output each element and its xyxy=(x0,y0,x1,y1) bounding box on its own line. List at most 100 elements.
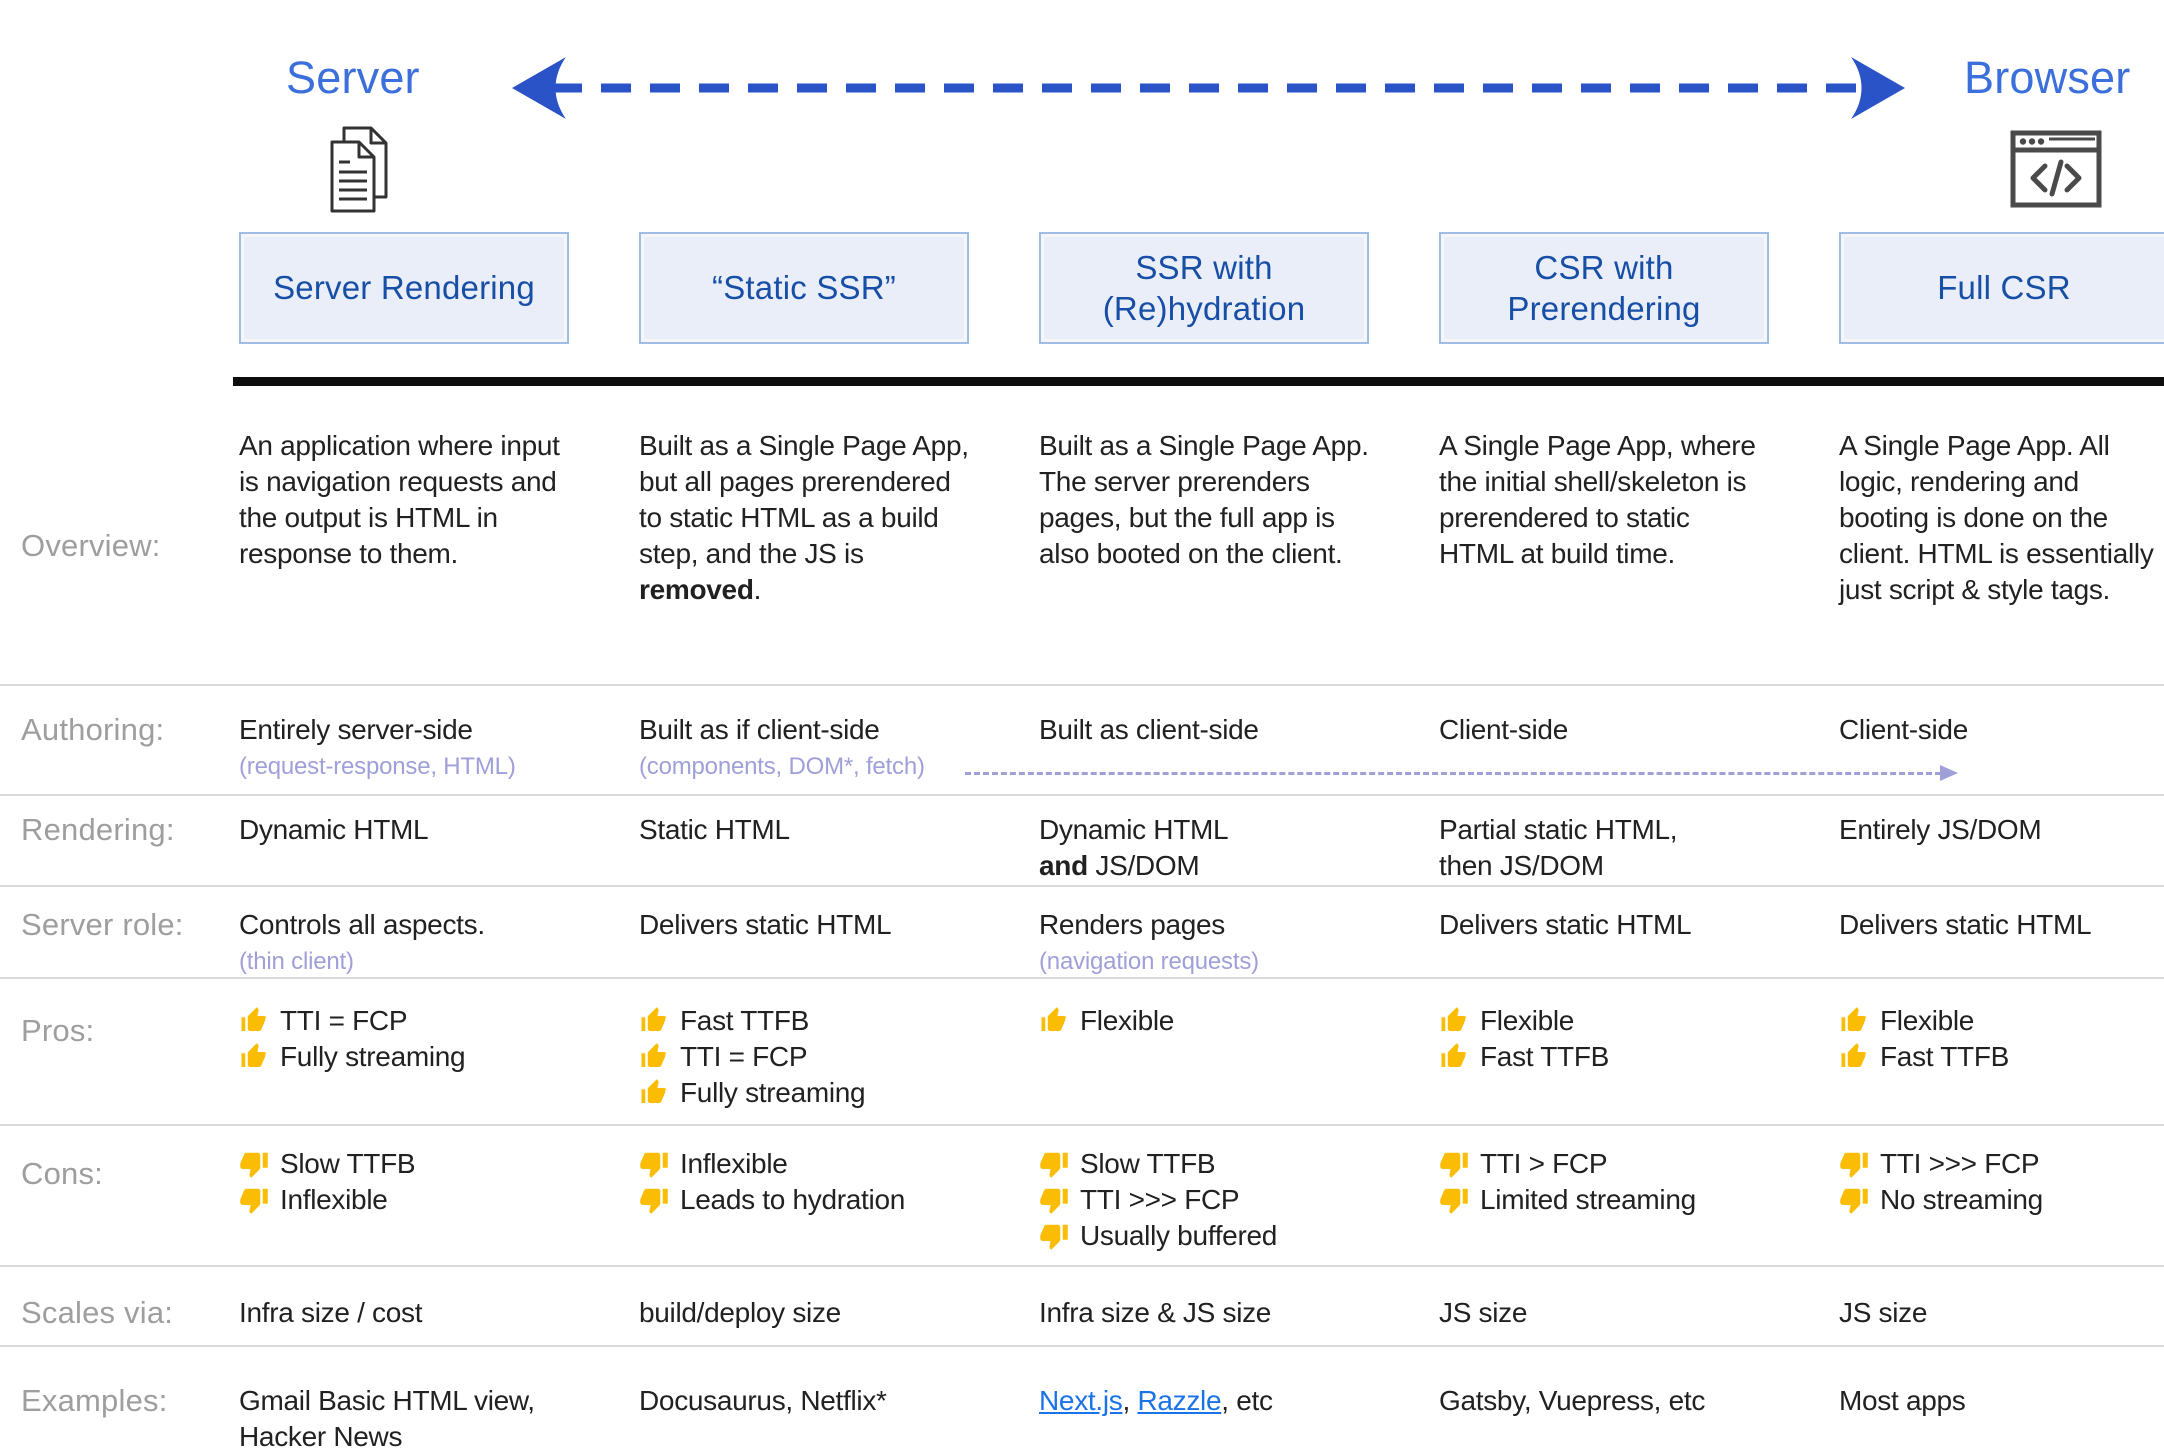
cell-text: Client-side xyxy=(1439,712,1769,748)
text-part: , etc xyxy=(1221,1385,1273,1416)
cell-text: A Single Page App. All logic, rendering … xyxy=(1839,428,2164,608)
cell-text: Most apps xyxy=(1839,1383,2164,1419)
icon-item-label: Leads to hydration xyxy=(680,1184,905,1215)
thumb-up-icon xyxy=(1439,1006,1469,1036)
cell-text: An application where input is navigation… xyxy=(239,428,569,572)
text-part: Entirely server-side xyxy=(239,714,473,745)
thumb-up-icon xyxy=(639,1042,669,1072)
icon-item-label: TTI >>> FCP xyxy=(1880,1148,2040,1179)
pros-list-col1: TTI = FCP Fully streaming xyxy=(239,1003,569,1075)
pros-cell-col3: Flexible xyxy=(1039,1003,1369,1124)
pros-item: TTI = FCP xyxy=(239,1003,569,1039)
cell-text: Static HTML xyxy=(639,812,969,848)
cons-cell-col2: Inflexible Leads to hydration xyxy=(639,1146,969,1265)
authoring-flow-arrow xyxy=(965,765,1958,781)
pros-item: Fast TTFB xyxy=(1439,1039,1769,1075)
row-server-role: Server role: Controls all aspects. (thin c… xyxy=(0,887,2164,979)
cons-item: Limited streaming xyxy=(1439,1182,1769,1218)
row-label-rendering: Rendering: xyxy=(21,812,175,847)
icon-item-label: Slow TTFB xyxy=(1080,1148,1216,1179)
thumb-down-icon xyxy=(1839,1185,1869,1215)
link-next-js[interactable]: Next.js xyxy=(1039,1385,1123,1416)
pros-item: Flexible xyxy=(1439,1003,1769,1039)
server-browser-axis-arrow xyxy=(512,57,1905,119)
text-part: Delivers static HTML xyxy=(1839,909,2092,940)
thumb-down-icon xyxy=(239,1149,269,1179)
cell-text: Partial static HTML, then JS/DOM xyxy=(1439,812,1769,884)
cons-cell-col4: TTI > FCP Limited streaming xyxy=(1439,1146,1769,1265)
pros-list-col3: Flexible xyxy=(1039,1003,1369,1039)
authoring-cell-col2: Built as if client-side (components, DOM*… xyxy=(639,712,969,794)
icon-item-label: Fast TTFB xyxy=(1480,1041,1610,1072)
text-part: Renders pages xyxy=(1039,909,1226,940)
scales-via-cell-col2: build/deploy size xyxy=(639,1295,969,1345)
cons-cell-col1: Slow TTFB Inflexible xyxy=(239,1146,569,1265)
scales-via-cell-col5: JS size xyxy=(1839,1295,2164,1345)
text-part: Most apps xyxy=(1839,1385,1966,1416)
cell-subtext: (components, DOM*, fetch) xyxy=(639,753,925,780)
cons-list-col5: TTI >>> FCP No streaming xyxy=(1839,1146,2164,1218)
icon-item-label: Slow TTFB xyxy=(280,1148,416,1179)
icon-item-label: Flexible xyxy=(1880,1005,1975,1036)
icon-item-label: Limited streaming xyxy=(1480,1184,1696,1215)
thumb-down-icon xyxy=(639,1149,669,1179)
icon-item-label: Fully streaming xyxy=(680,1077,866,1108)
text-part: Delivers static HTML xyxy=(639,909,892,940)
icon-item-label: TTI >>> FCP xyxy=(1080,1184,1240,1215)
text-part: , xyxy=(1122,1385,1138,1416)
cell-text: Dynamic HTML xyxy=(239,812,569,848)
row-overview: Overview: An application where input is n… xyxy=(0,386,2164,686)
thumb-up-icon xyxy=(1839,1006,1869,1036)
cons-list-col1: Slow TTFB Inflexible xyxy=(239,1146,569,1218)
row-label-authoring: Authoring: xyxy=(21,712,165,747)
browser-window-code-icon xyxy=(2010,130,2102,208)
rendering-cell-col5: Entirely JS/DOM xyxy=(1839,812,2164,885)
row-cons: Cons: Slow TTFB Inflexible Inflexible Leads … xyxy=(0,1126,2164,1267)
row-label-examples: Examples: xyxy=(21,1383,168,1418)
text-part: Gmail Basic HTML view, Hacker News xyxy=(239,1385,535,1452)
server-role-cell-col1: Controls all aspects. (thin client) xyxy=(239,907,569,977)
rendering-cell-col1: Dynamic HTML xyxy=(239,812,569,885)
cons-item: Inflexible xyxy=(639,1146,969,1182)
text-part: Built as a Single Page App, but all page… xyxy=(639,430,969,569)
pros-cell-col4: Flexible Fast TTFB xyxy=(1439,1003,1769,1124)
browser-label: Browser xyxy=(1964,52,2131,103)
thumb-down-icon xyxy=(1039,1185,1069,1215)
text-part: Gatsby, Vuepress, etc xyxy=(1439,1385,1706,1416)
text-part: A Single Page App, where the initial she… xyxy=(1439,430,1756,569)
examples-cell-col5: Most apps xyxy=(1839,1383,2164,1455)
pros-item: TTI = FCP xyxy=(639,1039,969,1075)
cons-cell-col3: Slow TTFB TTI >>> FCP Usually buffered xyxy=(1039,1146,1369,1265)
icon-item-label: No streaming xyxy=(1880,1184,2043,1215)
authoring-cell-col4: Client-side xyxy=(1439,712,1769,794)
cell-text: Dynamic HTML and JS/DOM xyxy=(1039,812,1369,884)
cell-text: Built as a Single Page App, but all page… xyxy=(639,428,969,608)
authoring-cell-col1: Entirely server-side (request-response, H… xyxy=(239,712,569,794)
text-part: build/deploy size xyxy=(639,1297,841,1328)
authoring-cell-col5: Client-side xyxy=(1839,712,2164,794)
server-documents-icon xyxy=(330,126,388,213)
cons-item: Slow TTFB xyxy=(239,1146,569,1182)
thumb-down-icon xyxy=(1439,1149,1469,1179)
link-razzle[interactable]: Razzle xyxy=(1137,1385,1222,1416)
thumb-down-icon xyxy=(1039,1221,1069,1251)
overview-cell-col2: Built as a Single Page App, but all page… xyxy=(639,428,969,684)
cell-text: Infra size & JS size xyxy=(1039,1295,1369,1331)
text-part: A Single Page App. All logic, rendering … xyxy=(1839,430,2154,605)
column-header-static-ssr: “Static SSR” xyxy=(639,232,969,344)
pros-cell-col2: Fast TTFB TTI = FCP Fully streaming xyxy=(639,1003,969,1124)
row-pros: Pros: TTI = FCP Fully streaming Fast TTFB TT… xyxy=(0,979,2164,1126)
overview-cell-col4: A Single Page App, where the initial she… xyxy=(1439,428,1769,684)
examples-cell-col2: Docusaurus, Netflix* xyxy=(639,1383,969,1455)
row-rendering: Rendering: Dynamic HTML Static HTML Dynamic… xyxy=(0,796,2164,887)
text-part: An application where input is navigation… xyxy=(239,430,560,569)
pros-item: Fully streaming xyxy=(239,1039,569,1075)
icon-item-label: TTI = FCP xyxy=(680,1041,808,1072)
cell-subtext: (request-response, HTML) xyxy=(239,753,516,780)
cons-item: Usually buffered xyxy=(1039,1218,1369,1254)
cell-text: Renders pages xyxy=(1039,907,1369,943)
thumb-down-icon xyxy=(239,1185,269,1215)
text-part: Built as if client-side xyxy=(639,714,880,745)
server-role-cell-col3: Renders pages (navigation requests) xyxy=(1039,907,1369,977)
